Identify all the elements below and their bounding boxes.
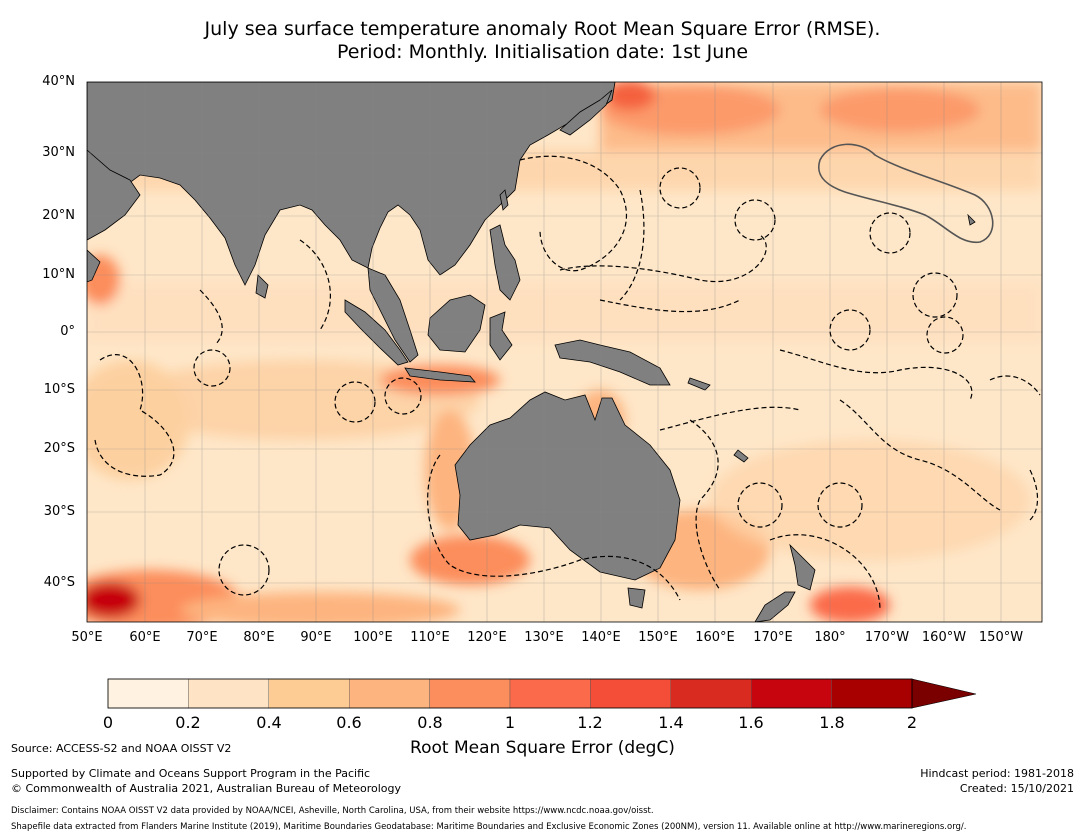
colorbar-tick-1.2: 1.2: [577, 713, 603, 732]
lat-label-30n: 30°N: [42, 145, 75, 160]
colorbar-swatch: [188, 678, 269, 709]
land-new-zealand-south: [754, 591, 796, 622]
disclaimer-text: Disclaimer: Contains NOAA OISST V2 data …: [11, 806, 654, 816]
land-new-caledonia: [733, 449, 749, 463]
colorbar-tick-0.2: 0.2: [175, 713, 201, 732]
colorbar-label: Root Mean Square Error (degC): [410, 738, 675, 758]
land-arabia: [87, 149, 141, 241]
lat-label-10n: 10°N: [42, 267, 75, 282]
lon-label-180: 180°: [814, 630, 846, 645]
colorbar-tick-1.8: 1.8: [819, 713, 845, 732]
lon-label-160w: 160°W: [921, 630, 967, 645]
lat-label-40s: 40°S: [43, 575, 75, 590]
lat-label-30s: 30°S: [43, 504, 75, 519]
lon-label-70e: 70°E: [186, 630, 218, 645]
land-sumatra: [344, 299, 409, 366]
colorbar-extend-arrow: [911, 678, 977, 709]
colorbar-swatch: [670, 678, 752, 709]
lat-label-equator: 0°: [60, 324, 75, 339]
colorbar-tick-1.6: 1.6: [738, 713, 764, 732]
land-asia: [87, 82, 616, 286]
land-philippines: [489, 224, 521, 301]
colorbar-tick-1.4: 1.4: [658, 713, 684, 732]
hawaii-eez-outline: [818, 143, 994, 243]
map-title-line1: July sea surface temperature anomaly Roo…: [204, 18, 881, 40]
colorbar-swatch: [107, 678, 189, 709]
graticule: [87, 82, 1042, 622]
colorbar-tick-0.8: 0.8: [417, 713, 443, 732]
lon-label-80e: 80°E: [243, 630, 275, 645]
rmse-map: [86, 81, 1043, 623]
lon-label-90e: 90°E: [300, 630, 332, 645]
lat-label-10s: 10°S: [43, 382, 75, 397]
land: [87, 82, 976, 622]
land-borneo: [427, 294, 486, 353]
land-tasmania: [627, 587, 646, 609]
colorbar-tick-0.4: 0.4: [256, 713, 282, 732]
colorbar-tick-0: 0: [102, 713, 114, 732]
eez-boundaries: [94, 155, 1041, 611]
land-java: [404, 367, 476, 383]
lat-label-20n: 20°N: [42, 208, 75, 223]
land-australia: [454, 391, 681, 581]
colorbar-swatch: [268, 678, 350, 709]
lon-label-110e: 110°E: [410, 630, 450, 645]
shapefile-credit: Shapefile data extracted from Flanders M…: [11, 822, 967, 832]
land-hawaii: [967, 213, 976, 226]
hindcast-period: Hindcast period: 1981-2018: [920, 767, 1074, 780]
colorbar-swatch: [831, 678, 913, 709]
copyright-text: © Commonwealth of Australia 2021, Austra…: [11, 782, 401, 795]
lon-label-170w: 170°W: [864, 630, 910, 645]
map-title-line2: Period: Monthly. Initialisation date: 1s…: [336, 41, 749, 63]
colorbar-swatch: [429, 678, 511, 709]
lon-label-170e: 170°E: [753, 630, 793, 645]
colorbar-tick-2: 2: [906, 713, 918, 732]
land-taiwan: [499, 189, 509, 211]
colorbar-swatch: [590, 678, 672, 709]
lon-label-60e: 60°E: [129, 630, 161, 645]
lon-label-150w: 150°W: [978, 630, 1024, 645]
land-japan: [559, 89, 613, 136]
support-text: Supported by Climate and Oceans Support …: [11, 767, 371, 780]
land-africa-horn: [87, 249, 101, 283]
land-new-guinea: [554, 339, 671, 386]
lon-label-160e: 160°E: [695, 630, 735, 645]
land-indochina: [367, 267, 419, 363]
lon-label-150e: 150°E: [638, 630, 678, 645]
lon-label-50e: 50°E: [71, 630, 103, 645]
lon-label-140e: 140°E: [581, 630, 621, 645]
colorbar-tick-1: 1: [504, 713, 516, 732]
created-date: Created: 15/10/2021: [959, 782, 1074, 795]
lon-label-100e: 100°E: [353, 630, 393, 645]
colorbar-swatch: [349, 678, 430, 709]
land-sulawesi: [489, 311, 513, 361]
lat-label-40n: 40°N: [42, 74, 75, 89]
lon-label-120e: 120°E: [467, 630, 507, 645]
source-text: Source: ACCESS-S2 and NOAA OISST V2: [11, 742, 232, 755]
land-new-zealand-north: [789, 543, 816, 591]
colorbar-tick-0.6: 0.6: [336, 713, 362, 732]
colorbar-swatch: [751, 678, 832, 709]
lat-label-20s: 20°S: [43, 441, 75, 456]
lon-label-130e: 130°E: [524, 630, 564, 645]
colorbar-swatch: [509, 678, 591, 709]
